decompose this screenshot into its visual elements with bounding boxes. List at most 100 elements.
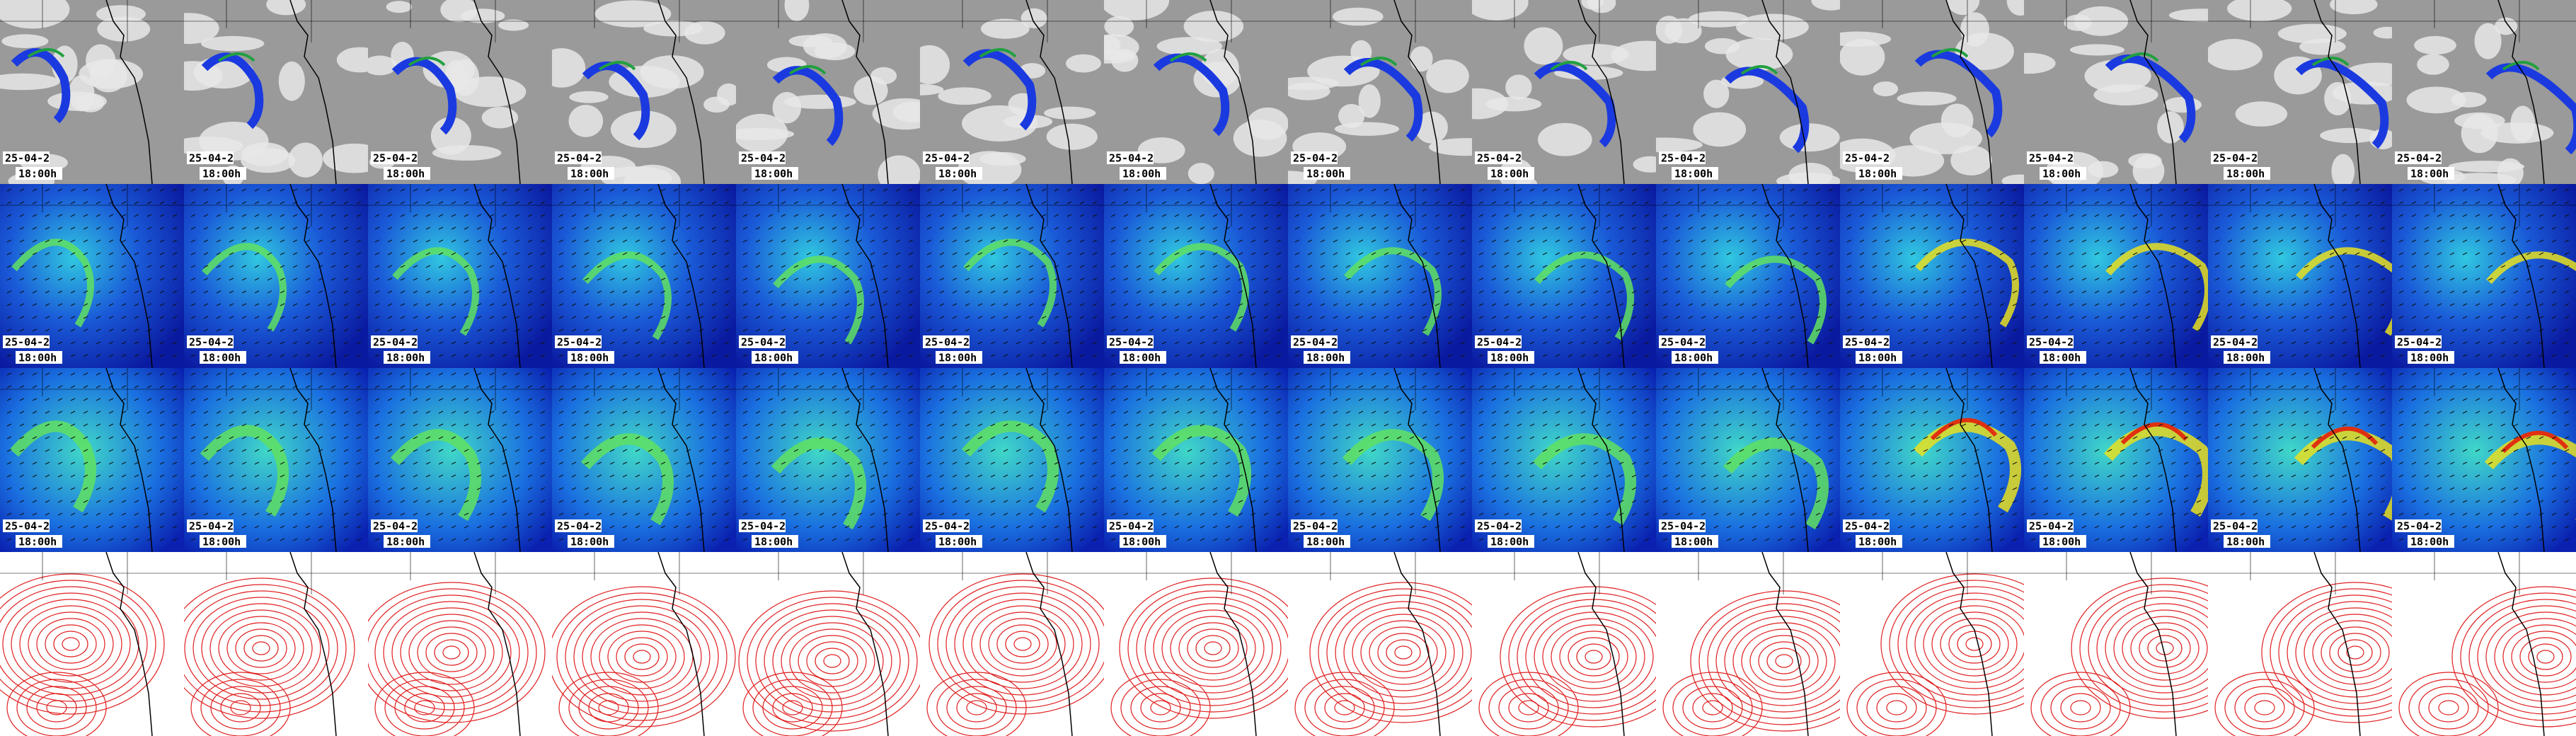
wind-arrow: [673, 449, 679, 452]
wind-arrow: [413, 474, 418, 478]
wind-arrow: [908, 201, 914, 205]
wind-arrow: [1434, 500, 1440, 503]
wind-arrow: [742, 239, 748, 243]
wind-arrow: [895, 538, 901, 541]
wind-arrow: [2500, 354, 2506, 357]
wind-arrow: [451, 290, 456, 294]
wind-arrow: [280, 487, 285, 490]
wind-arrow: [2437, 252, 2442, 255]
cloud: [481, 106, 519, 129]
wind-arrow: [527, 372, 533, 376]
wind-arrow: [121, 239, 127, 243]
wind-arrow: [635, 226, 640, 230]
wind-arrow: [216, 188, 222, 192]
wind-arrow: [45, 328, 50, 332]
wind-arrow: [1974, 201, 1979, 205]
wind-arrow: [108, 474, 114, 478]
cloud: [1415, 111, 1448, 144]
wind-arrow: [990, 487, 996, 490]
wind-arrow: [1003, 449, 1008, 452]
wind-arrow: [2424, 265, 2430, 268]
wind-arrow: [1396, 461, 1402, 465]
wind-arrow: [172, 214, 178, 217]
wind-arrow: [857, 303, 863, 306]
wind-arrow: [1358, 385, 1364, 389]
wind-arrow: [1961, 354, 1967, 357]
coastline: [1393, 0, 1441, 184]
wind-arrow: [1555, 214, 1560, 217]
wind-arrow: [908, 461, 914, 465]
wind-arrow: [1396, 398, 1402, 401]
wind-arrow: [1149, 290, 1154, 294]
wind-arrow: [1263, 500, 1269, 503]
cloud: [784, 0, 810, 21]
wind-arrow: [1174, 410, 1180, 414]
wind-arrow: [1910, 328, 1916, 332]
moisture-core: [2311, 57, 2350, 67]
wind-arrow: [673, 461, 679, 465]
wind-arrow: [96, 449, 101, 452]
wind-arrow: [1174, 487, 1180, 490]
wind-arrow: [819, 525, 824, 529]
wind-arrow: [502, 385, 507, 389]
label-box: [2408, 167, 2454, 180]
wind-arrow: [514, 290, 520, 294]
wind-arrow: [1828, 201, 1834, 205]
wind-arrow: [203, 487, 209, 490]
wind-arrow: [1276, 354, 1282, 357]
wind-arrow: [926, 487, 932, 490]
wind-arrow: [686, 239, 691, 243]
wind-arrow: [1200, 398, 1205, 401]
wind-arrow: [1542, 341, 1548, 345]
wind-arrow: [527, 512, 533, 516]
wind-arrow: [2475, 252, 2480, 255]
wind-arrow: [1187, 449, 1192, 452]
wind-arrow: [1358, 214, 1364, 217]
wind-arrow: [70, 410, 76, 414]
wind-arrow: [32, 265, 38, 268]
wind-arrow: [806, 474, 812, 478]
wind-arrow: [1294, 214, 1300, 217]
wind-arrow: [686, 341, 691, 345]
wind-arrow: [1910, 188, 1916, 192]
wind-arrow: [172, 436, 178, 439]
wind-arrow: [1434, 385, 1440, 389]
wind-arrow: [1409, 461, 1415, 465]
wind-arrow: [159, 252, 165, 255]
tile-date: 25-04-2: [373, 520, 418, 533]
wind-arrow: [571, 290, 577, 294]
wind-arrow: [1777, 341, 1783, 345]
wind-arrow: [318, 525, 323, 529]
wind-arrow: [2069, 214, 2074, 217]
wind-arrow: [254, 372, 260, 376]
wind-arrow: [1238, 252, 1243, 255]
tile-date: 25-04-2: [2213, 336, 2258, 349]
wind-arrow: [2316, 252, 2322, 255]
wind-arrow: [387, 277, 393, 281]
wind-arrow: [438, 341, 444, 345]
wind-arrow: [1936, 265, 1941, 268]
wind-arrow: [292, 512, 298, 516]
wind-arrow: [57, 239, 63, 243]
wind-arrow: [1054, 461, 1059, 465]
wind-arrow: [108, 354, 114, 357]
wind-arrow: [698, 487, 704, 490]
wind-arrow: [280, 328, 285, 332]
wind-arrow: [1460, 474, 1466, 478]
wind-arrow: [965, 410, 970, 414]
wind-arrow: [1961, 277, 1967, 281]
wind-arrow: [635, 214, 640, 217]
wind-arrow: [686, 410, 691, 414]
wind-arrow: [2380, 188, 2386, 192]
coastline: [289, 184, 337, 368]
wind-arrow: [1250, 290, 1256, 294]
wind-arrow: [1276, 316, 1282, 319]
wind-arrow: [1675, 188, 1681, 192]
wind-arrow: [267, 303, 272, 306]
wind-arrow: [2564, 277, 2570, 281]
wind-arrow: [1345, 201, 1351, 205]
cloud: [788, 35, 832, 47]
wind-arrow: [1238, 277, 1243, 281]
cloud: [2168, 8, 2208, 22]
wind-arrow: [172, 239, 178, 243]
